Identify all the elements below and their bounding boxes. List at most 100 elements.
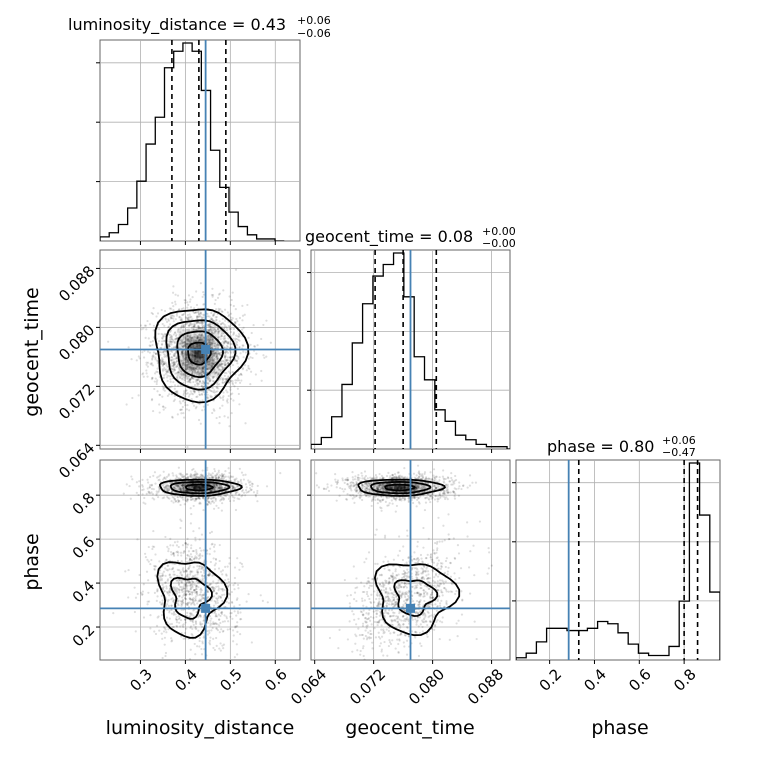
sample-point [155, 494, 158, 497]
sample-point [180, 344, 183, 347]
sample-point [151, 376, 154, 379]
sample-point [197, 370, 200, 373]
sample-point [185, 316, 188, 320]
sample-point [196, 571, 200, 574]
sample-point [202, 596, 205, 599]
sample-point [227, 340, 230, 344]
sample-point [202, 486, 205, 489]
sample-point [197, 486, 201, 489]
sample-point [217, 368, 221, 371]
sample-point [234, 486, 237, 489]
sample-point [220, 310, 223, 313]
sample-point [214, 298, 217, 302]
sample-point [199, 337, 202, 340]
sample-point [229, 393, 232, 396]
sample-point [240, 562, 244, 566]
sample-point [194, 367, 197, 370]
sample-point [201, 334, 204, 337]
sample-point [199, 327, 203, 330]
sample-point [224, 475, 227, 478]
sample-point [153, 630, 156, 633]
sample-point [211, 475, 214, 478]
sample-point [136, 592, 139, 596]
sample-point [217, 476, 220, 479]
sample-point [164, 651, 168, 655]
sample-point [190, 559, 193, 562]
sample-point [181, 624, 184, 627]
sample-point [239, 611, 242, 614]
sample-point [194, 599, 197, 602]
sample-point [233, 655, 236, 659]
sample-point [169, 364, 173, 368]
sample-point [180, 313, 184, 317]
sample-point [187, 543, 190, 546]
sample-point [210, 356, 214, 359]
sample-point [173, 486, 176, 489]
sample-point [208, 341, 211, 344]
sample-point [231, 629, 235, 632]
sample-point [163, 389, 166, 392]
sample-point [206, 360, 209, 363]
sample-point [202, 659, 204, 660]
sample-point [171, 490, 174, 493]
sample-point [189, 339, 192, 342]
sample-point [190, 352, 194, 355]
sample-point [158, 572, 161, 575]
sample-point [216, 365, 219, 368]
sample-point [173, 368, 176, 372]
sample-point [208, 639, 212, 642]
sample-point [178, 488, 181, 491]
sample-point [210, 586, 213, 589]
sample-point [171, 361, 174, 364]
sample-point [192, 609, 195, 612]
sample-point [221, 569, 224, 572]
sample-point [164, 485, 167, 489]
sample-point [452, 490, 455, 493]
sample-point [208, 360, 211, 364]
sample-point [202, 391, 205, 394]
sample-point [166, 365, 169, 369]
sample-point [403, 486, 406, 489]
sample-point [195, 345, 199, 348]
sample-point [167, 485, 170, 488]
sample-point [198, 614, 202, 617]
sample-point [213, 611, 216, 614]
sample-point [200, 565, 203, 568]
sample-point [212, 340, 215, 343]
sample-point [191, 337, 194, 340]
sample-point [195, 475, 199, 479]
sample-point [190, 485, 193, 489]
sample-point [207, 376, 211, 380]
sample-point [218, 395, 221, 398]
sample-point [213, 622, 216, 625]
sample-point [196, 351, 200, 354]
sample-point [146, 478, 149, 481]
sample-point [387, 504, 390, 507]
sample-point [207, 325, 210, 328]
sample-point [169, 342, 172, 345]
sample-point [404, 486, 407, 489]
sample-point [185, 477, 188, 480]
sample-point [174, 345, 177, 348]
sample-point [191, 345, 195, 349]
sample-point [193, 485, 196, 489]
sample-point [212, 580, 215, 583]
sample-point [182, 372, 185, 376]
sample-point [215, 371, 218, 374]
sample-point [147, 337, 150, 340]
sample-point [226, 329, 229, 332]
sample-point [177, 488, 180, 491]
sample-point [165, 364, 168, 367]
sample-point [200, 315, 203, 318]
sample-point [186, 554, 189, 557]
sample-point [197, 614, 200, 618]
sample-point [211, 499, 214, 503]
sample-point [184, 570, 187, 573]
sample-point [228, 593, 232, 596]
sample-point [213, 587, 216, 590]
sample-point [200, 374, 204, 377]
sample-point [235, 355, 238, 358]
sample-point [179, 488, 182, 491]
sample-point [162, 350, 165, 354]
sample-point [235, 317, 238, 321]
